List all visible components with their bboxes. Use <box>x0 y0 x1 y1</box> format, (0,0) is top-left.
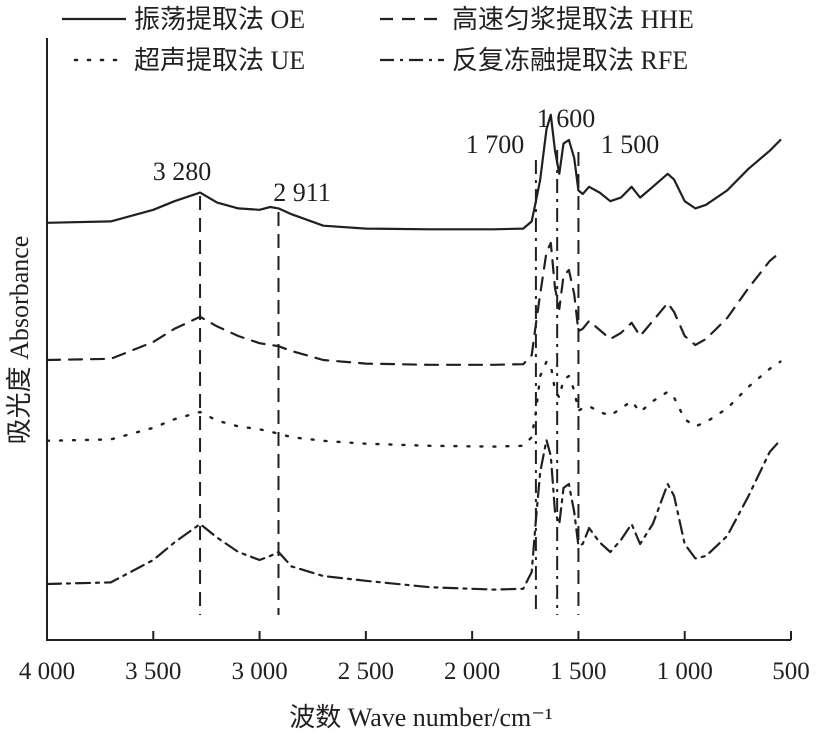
peak-label: 2 911 <box>273 178 331 207</box>
x-tick-label: 4 000 <box>19 658 75 685</box>
legend-label-rfe: 反复冻融提取法 RFE <box>452 46 688 75</box>
peak-label: 1 600 <box>537 104 596 133</box>
y-axis-title: 吸光度 Absorbance <box>5 236 34 445</box>
series-line-hhe <box>45 241 782 366</box>
legend-label-oe: 振荡提取法 OE <box>134 5 305 34</box>
series-line-ue <box>45 360 782 448</box>
peak-label: 3 280 <box>153 157 212 186</box>
x-tick-label: 2 500 <box>338 658 394 685</box>
series-line-rfe <box>45 438 782 591</box>
x-tick-label: 3 500 <box>125 658 181 685</box>
legend-label-ue: 超声提取法 UE <box>134 46 305 75</box>
x-axis-title: 波数 Wave number/cm⁻¹ <box>289 703 552 732</box>
peak-label: 1 500 <box>601 130 660 159</box>
x-tick-label: 1 500 <box>550 658 606 685</box>
series-group <box>45 113 782 591</box>
peak-label: 1 700 <box>466 130 525 159</box>
x-tick-label: 2 000 <box>444 658 500 685</box>
x-tick-label: 3 000 <box>231 658 287 685</box>
legend-label-hhe: 高速匀浆提取法 HHE <box>452 5 694 34</box>
legend: 振荡提取法 OE 高速匀浆提取法 HHE 超声提取法 UE 反复冻融提取法 RF… <box>62 5 694 75</box>
x-tick-label: 1 000 <box>657 658 713 685</box>
x-tick-label: 500 <box>772 658 810 685</box>
x-ticks: 4 000 3 500 3 000 2 500 2 000 1 500 1 000 500 <box>19 631 810 685</box>
